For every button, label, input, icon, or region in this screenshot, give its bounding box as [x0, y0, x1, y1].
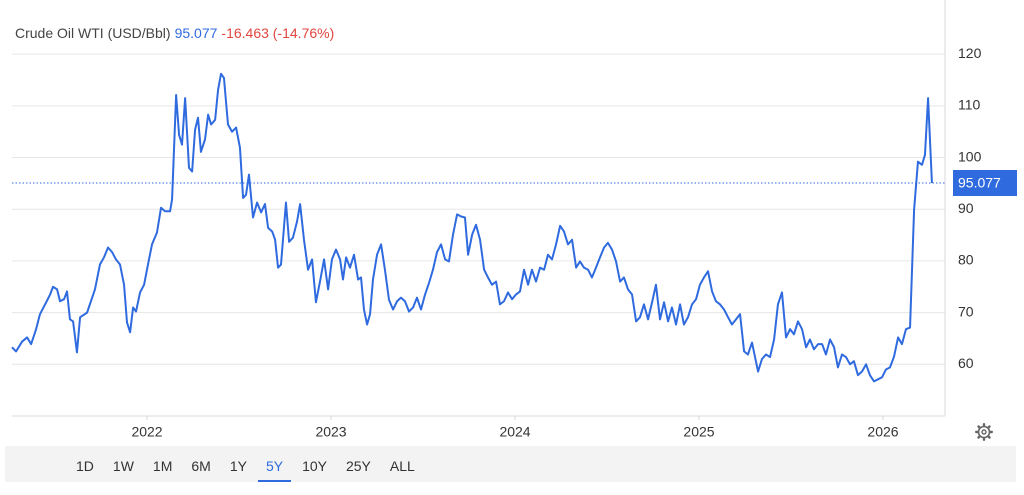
y-tick-label: 90	[958, 200, 974, 216]
y-tick-label: 100	[958, 148, 982, 164]
range-button[interactable]: 25Y	[345, 458, 371, 474]
range-button[interactable]: ALL	[389, 458, 415, 474]
range-bar: 1D 1W 1M 6M 1Y 5Y 10Y 25Y ALL	[5, 446, 1016, 482]
range-button[interactable]: 6M	[191, 458, 211, 474]
price-line	[11, 72, 933, 383]
range-button[interactable]: 1M	[152, 458, 173, 474]
x-tick-label: 2024	[499, 424, 530, 440]
range-buttons: 1D 1W 1M 6M 1Y 5Y 10Y 25Y ALL	[68, 446, 426, 482]
y-tick-label: 70	[958, 303, 974, 319]
x-tick-label: 2025	[683, 424, 714, 440]
y-tick-label: 60	[958, 355, 974, 371]
settings-icon[interactable]	[974, 422, 994, 442]
last-value-label: 95.077	[958, 175, 1001, 191]
instrument-name: Crude Oil WTI (USD/Bbl)	[15, 25, 171, 41]
y-tick-label: 110	[958, 97, 981, 113]
range-button[interactable]: 1W	[112, 458, 134, 474]
x-tick-label: 2022	[131, 424, 162, 440]
x-tick-label: 2026	[867, 424, 898, 440]
y-tick-label: 120	[958, 45, 982, 61]
chart-header: Crude Oil WTI (USD/Bbl) 95.077 -16.463 (-1…	[15, 25, 334, 41]
x-tick-label: 2023	[315, 424, 346, 440]
range-button[interactable]: 1D	[76, 458, 94, 474]
chart: 60 70 80 90 100 110 120 2022 2023 2024 2025 2026 95.…	[11, 0, 1017, 442]
last-value-box	[953, 170, 1017, 197]
range-button[interactable]: 1Y	[229, 458, 247, 474]
range-button[interactable]: 5Y	[257, 446, 292, 482]
y-tick-label: 80	[958, 252, 974, 268]
last-price: 95.077	[174, 25, 218, 41]
range-button[interactable]: 10Y	[302, 458, 327, 474]
price-change: -16.463 (-14.76%)	[221, 25, 335, 41]
